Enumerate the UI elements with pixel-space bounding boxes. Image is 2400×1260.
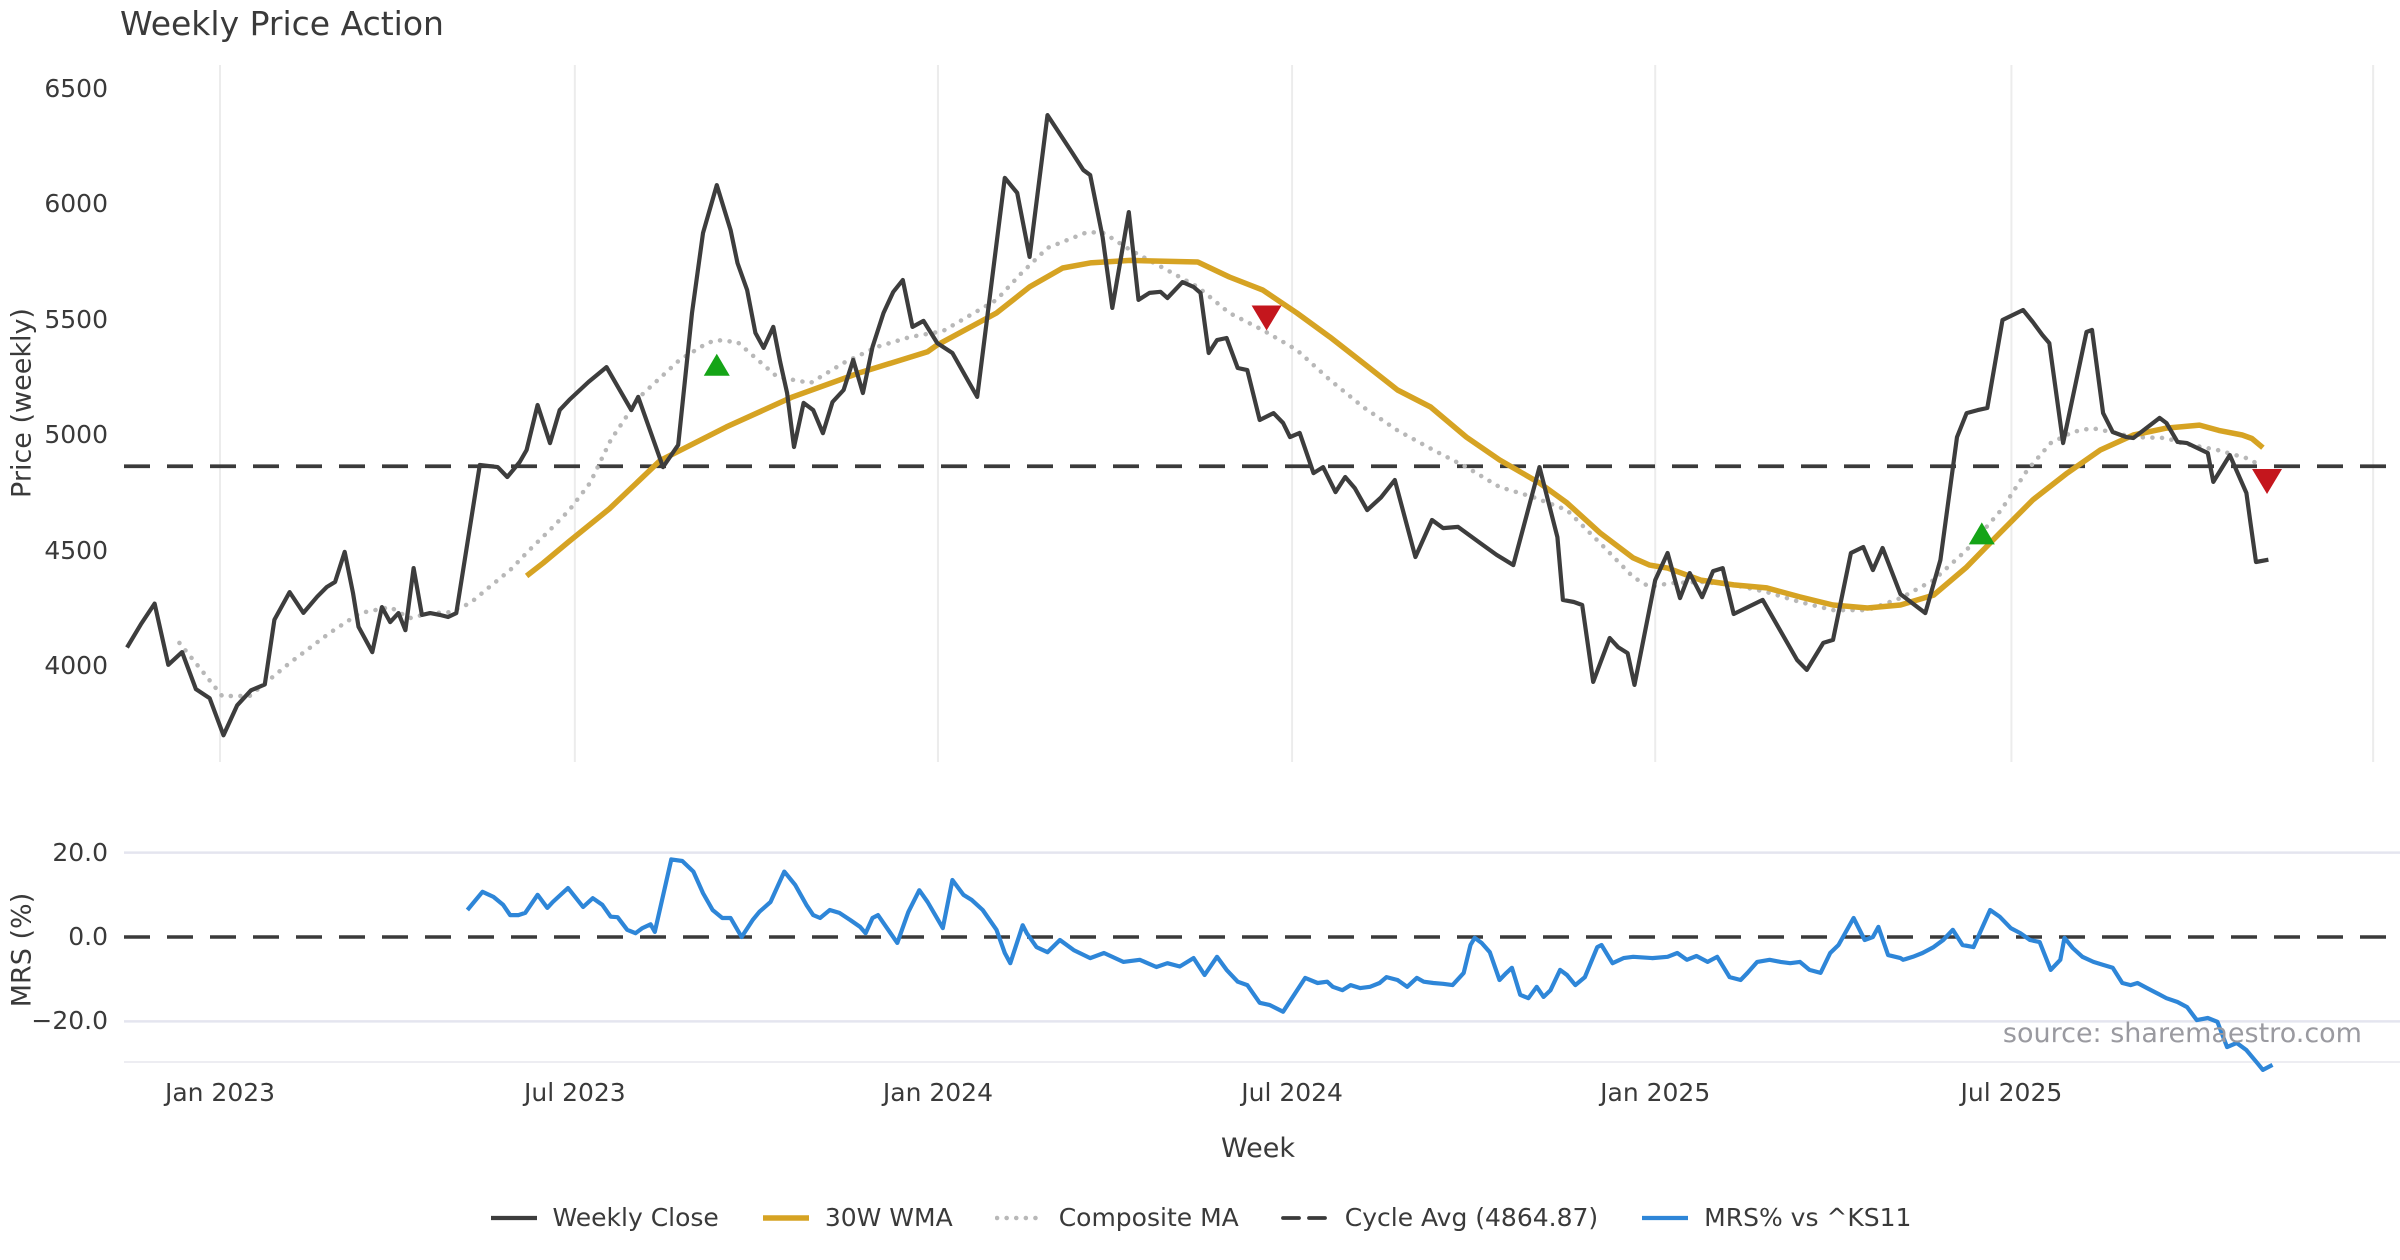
mrs-axis-label: MRS (%): [6, 892, 38, 1008]
chart-title: Weekly Price Action: [120, 4, 444, 43]
x-tick: Jul 2023: [523, 1078, 626, 1107]
legend-swatch-solid: [1642, 1215, 1689, 1220]
x-tick: Jan 2023: [164, 1078, 276, 1107]
gridlines: [124, 65, 2400, 1063]
sell-signal-icon: [2252, 469, 2283, 495]
price-tick: 5000: [44, 420, 108, 449]
source-note: source: sharemaestro.com: [2002, 1018, 2362, 1049]
mrs-tick: 0.0: [68, 922, 108, 951]
x-tick: Jul 2025: [1960, 1078, 2063, 1107]
price-tick: 4500: [44, 535, 108, 565]
series-30w-wma: [524, 257, 2265, 611]
series-composite-ma: [177, 229, 2263, 699]
legend-item: MRS% vs ^KS11: [1640, 1203, 1911, 1232]
x-tick: Jul 2024: [1241, 1078, 1343, 1107]
signal-markers: [703, 305, 2283, 545]
x-tick: Jan 2025: [1600, 1078, 1711, 1107]
price-axis-label: Price (weekly): [6, 308, 38, 498]
legend-swatch-dashed: [1280, 1215, 1331, 1220]
legend-swatch-solid: [490, 1215, 537, 1220]
main-series: [125, 112, 2269, 738]
buy-signal-icon: [1968, 522, 1995, 545]
buy-signal-icon: [703, 353, 730, 376]
legend-label: MRS% vs ^KS11: [1704, 1203, 1912, 1232]
legend-item: Composite MA: [994, 1203, 1239, 1232]
series-mrs-vs-ks11: [465, 857, 2274, 1073]
series-weekly-close: [125, 112, 2269, 738]
mrs-series: [465, 857, 2274, 1073]
sell-signal-icon: [1251, 305, 1282, 331]
legend-item: 30W WMA: [761, 1203, 953, 1232]
legend-label: Composite MA: [1058, 1203, 1239, 1232]
price-tick: 6500: [44, 73, 108, 103]
legend-item: Weekly Close: [489, 1203, 719, 1232]
price-tick: 4000: [44, 651, 108, 680]
legend-item: Cycle Avg (4864.87): [1280, 1203, 1599, 1232]
legend-label: 30W WMA: [824, 1203, 953, 1232]
price-tick: 5500: [44, 304, 108, 334]
legend-swatch-solid: [762, 1214, 809, 1221]
legend-swatch-dotted: [994, 1215, 1045, 1220]
week-axis-label: Week: [1221, 1133, 1295, 1164]
legend: Weekly Close 30W WMA Composite MA Cycle Avg…: [0, 1203, 2400, 1232]
mrs-tick: −20.0: [31, 1006, 108, 1036]
legend-label: Cycle Avg (4864.87): [1344, 1203, 1599, 1232]
mrs-tick: 20.0: [52, 837, 108, 867]
legend-label: Weekly Close: [552, 1203, 719, 1232]
price-tick: 6000: [44, 189, 108, 218]
x-tick: Jan 2024: [882, 1078, 993, 1107]
